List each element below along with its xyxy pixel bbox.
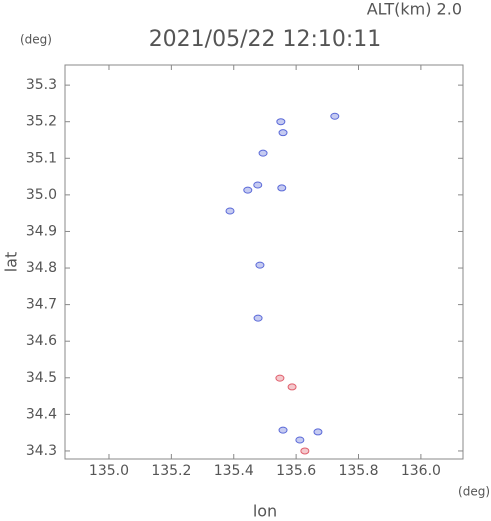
echo-point (330, 112, 340, 120)
echo-point (276, 118, 286, 126)
echo-point (258, 149, 268, 157)
x-unit: (deg) (458, 485, 490, 499)
echo-point (225, 207, 235, 215)
x-axis-label: lon (253, 502, 277, 521)
echo-point (277, 184, 287, 192)
x-tick-label: 135.4 (214, 463, 254, 479)
y-tick-label: 34.9 (26, 223, 57, 239)
echo-point (255, 261, 265, 269)
echo-point (243, 186, 253, 194)
y-tick-label: 34.4 (26, 406, 57, 422)
y-tick-label: 34.3 (26, 443, 57, 459)
y-tick-label: 34.6 (26, 333, 57, 349)
chart-title: 2021/05/22 12:10:11 (149, 27, 382, 52)
echo-point (295, 436, 305, 444)
echo-point (278, 426, 288, 434)
echo-point (253, 181, 263, 189)
y-tick-label: 35.2 (26, 114, 57, 130)
echo-point (278, 129, 288, 137)
echo-point (313, 428, 323, 436)
x-tick-label: 136.0 (401, 463, 441, 479)
y-unit: (deg) (20, 33, 52, 47)
x-tick-label: 135.6 (276, 463, 316, 479)
y-tick-label: 34.5 (26, 370, 57, 386)
x-tick-label: 135.0 (89, 463, 129, 479)
y-tick-label: 35.3 (26, 77, 57, 93)
plot-frame (64, 64, 464, 460)
y-axis-label: lat (2, 252, 21, 273)
x-tick-label: 135.8 (338, 463, 378, 479)
echo-point (300, 447, 310, 455)
x-tick-label: 135.2 (151, 463, 191, 479)
y-tick-label: 35.1 (26, 150, 57, 166)
y-tick-label: 34.7 (26, 297, 57, 313)
echo-point (287, 383, 297, 391)
echo-point (253, 314, 263, 322)
annotation: ALT(km) 2.0 (367, 0, 462, 19)
echo-point (275, 374, 285, 382)
y-tick-label: 34.8 (26, 260, 57, 276)
y-tick-label: 35.0 (26, 187, 57, 203)
